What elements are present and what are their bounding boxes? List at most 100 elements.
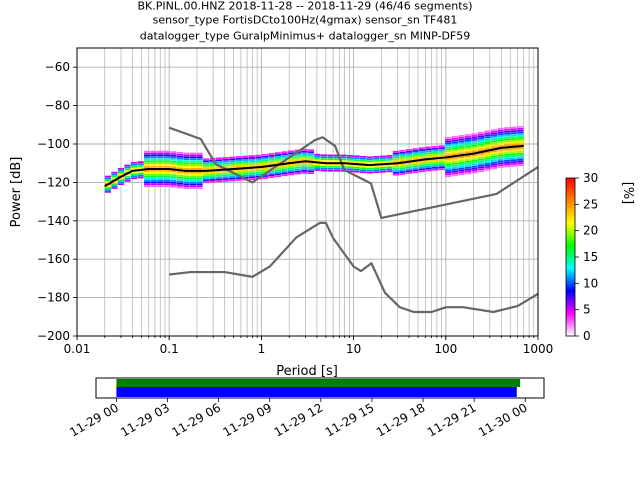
heatmap-cell — [392, 156, 400, 159]
heatmap-cell — [373, 165, 380, 168]
timeline-bar-data — [116, 379, 521, 387]
heatmap-cell — [229, 166, 236, 168]
heatmap-cell — [281, 166, 288, 169]
heatmap-cell — [484, 130, 491, 133]
heatmap-cell — [130, 175, 138, 178]
heatmap-cell — [353, 157, 360, 160]
heatmap-cell — [268, 176, 275, 178]
heatmap-cell — [399, 159, 406, 162]
heatmap-cell — [288, 158, 295, 160]
heatmap-cell — [327, 168, 334, 170]
heatmap-cell — [464, 161, 472, 163]
heatmap-cell — [157, 171, 164, 174]
heatmap-cell — [235, 173, 242, 176]
heatmap-cell — [209, 163, 216, 166]
heatmap-cell — [261, 155, 269, 158]
heatmap-cell — [504, 155, 511, 158]
heatmap-cell — [196, 177, 203, 180]
heatmap-cell — [196, 164, 203, 166]
heatmap-cell — [235, 161, 242, 164]
heatmap-cell — [490, 157, 498, 160]
heatmap-cell — [144, 175, 151, 178]
heatmap-cell — [320, 156, 328, 159]
heatmap-cell — [438, 166, 445, 169]
heatmap-cell — [373, 167, 380, 170]
heatmap-cell — [229, 156, 236, 159]
heatmap-cell — [183, 173, 190, 176]
heatmap-cell — [451, 174, 458, 177]
heatmap-cell — [477, 164, 485, 167]
heatmap-cell — [346, 166, 354, 169]
y-tick-label: −60 — [45, 60, 70, 74]
heatmap-cell — [137, 165, 144, 167]
timeline-tick-label: 11-29 15 — [323, 400, 377, 439]
heatmap-cell — [346, 170, 354, 173]
heatmap-cell — [301, 168, 308, 170]
heatmap-cell — [458, 158, 465, 160]
heatmap-cell — [144, 166, 151, 168]
timeline-tick-label: 11-29 09 — [221, 400, 275, 439]
heatmap-cell — [307, 168, 314, 171]
heatmap-cell — [418, 170, 426, 173]
heatmap-cell — [510, 143, 517, 146]
heatmap-cell — [137, 176, 144, 179]
heatmap-cell — [425, 161, 432, 164]
heatmap-cell — [274, 165, 282, 168]
heatmap-cell — [392, 158, 400, 161]
heatmap-cell — [497, 127, 504, 130]
heatmap-cell — [490, 156, 498, 158]
heatmap-cell — [490, 129, 498, 131]
heatmap-cell — [438, 149, 445, 151]
heatmap-cell — [176, 165, 184, 168]
heatmap-cell — [144, 179, 151, 182]
heatmap-cell — [464, 147, 472, 150]
heatmap-cell — [176, 186, 184, 189]
heatmap-cell — [196, 168, 203, 170]
heatmap-cell — [517, 154, 524, 157]
x-tick-label: 0.1 — [160, 342, 179, 356]
heatmap-cell — [346, 158, 354, 161]
heatmap-cell — [281, 151, 288, 154]
heatmap-cell — [196, 158, 203, 161]
heatmap-cell — [497, 158, 504, 161]
heatmap-cell — [373, 169, 380, 172]
heatmap-cell — [458, 163, 465, 166]
heatmap-cell — [307, 170, 314, 173]
heatmap-cell — [379, 161, 386, 164]
heatmap-cell — [150, 154, 157, 157]
heatmap-cell — [307, 162, 314, 165]
heatmap-cell — [157, 177, 164, 180]
heatmap-cell — [111, 175, 118, 178]
heatmap-cell — [353, 170, 360, 173]
heatmap-cell — [320, 169, 328, 172]
timeline-tick-label: 11-29 00 — [67, 400, 121, 439]
heatmap-cell — [150, 183, 157, 186]
heatmap-cell — [170, 164, 177, 167]
heatmap-cell — [412, 169, 419, 172]
heatmap-cell — [255, 158, 262, 161]
heatmap-cell — [176, 157, 184, 160]
heatmap-cell — [170, 170, 177, 173]
heatmap-cell — [497, 166, 504, 168]
heatmap-cell — [477, 133, 485, 136]
heatmap-cell — [458, 173, 465, 176]
heatmap-cell — [471, 165, 478, 168]
heatmap-cell — [477, 147, 485, 149]
heatmap-cell — [150, 175, 157, 178]
heatmap-cell — [261, 159, 269, 162]
heatmap-cell — [124, 178, 131, 180]
heatmap-cell — [307, 158, 314, 161]
heatmap-cell — [458, 165, 465, 168]
heatmap-cell — [307, 164, 314, 167]
heatmap-cell — [261, 177, 269, 179]
heatmap-cell — [484, 157, 491, 160]
heatmap-cell — [268, 166, 275, 169]
mode-line — [104, 144, 524, 188]
heatmap-cell — [412, 167, 419, 170]
heatmap-cell — [281, 174, 288, 177]
heatmap-cell — [510, 136, 517, 138]
heatmap-cell — [150, 185, 157, 187]
heatmap-cell — [176, 171, 184, 173]
heatmap-cell — [425, 146, 432, 149]
x-axis-label: Period [s] — [276, 364, 338, 379]
